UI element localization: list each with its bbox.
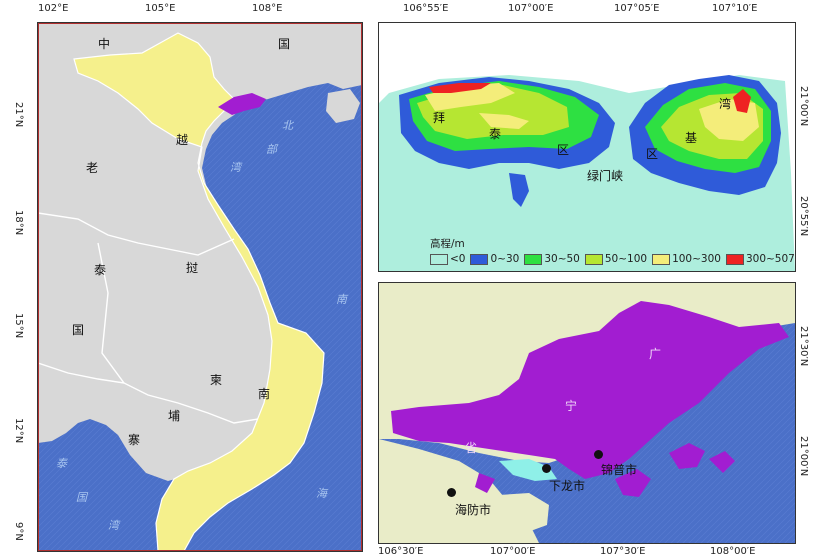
- lat-tick: 12°N: [13, 418, 24, 444]
- mainland-land: [38, 23, 362, 481]
- indochina-overview-map: 中 国 北 部 湾 越 老 泰 挝 国 柬 南 埔 寨 南 海 泰 国 湾: [37, 22, 363, 552]
- label-beibu-1: 北: [282, 119, 293, 132]
- region-map-svg: [379, 283, 795, 543]
- lat-tick: 9°N: [13, 522, 24, 541]
- legend-label: 100~300: [672, 253, 721, 265]
- lon-tick: 106°55′E: [403, 3, 449, 14]
- label-scs-2: 海: [316, 487, 327, 500]
- label-vietnam-1: 越: [176, 133, 189, 147]
- legend-label: 50~100: [604, 253, 648, 265]
- lat-tick: 15°N: [13, 313, 24, 339]
- label-laos-2: 挝: [186, 261, 199, 275]
- label-laos-1: 老: [86, 161, 99, 175]
- legend-swatch: [584, 253, 603, 265]
- lon-tick: 105°E: [145, 3, 176, 14]
- legend-label: <0: [450, 253, 466, 265]
- legend-swatch: [652, 253, 671, 265]
- island-fragment: [615, 469, 651, 497]
- hainan-island: [326, 89, 360, 123]
- city-marker-haifang: [447, 488, 456, 497]
- lat-tick: 18°N: [13, 210, 24, 236]
- elev-100-300-west-b: [479, 113, 529, 129]
- legend-label: 300~507: [745, 253, 795, 265]
- lon-tick: 107°30′E: [600, 546, 646, 557]
- border-line: [38, 362, 125, 384]
- legend-swatch: [524, 253, 543, 265]
- label-xialong-city: 下龙市: [549, 479, 586, 493]
- label-ji: 基: [685, 131, 698, 145]
- label-cambodia-1: 柬: [210, 373, 223, 387]
- label-china-2: 国: [278, 37, 291, 51]
- label-qu-1: 区: [557, 143, 570, 157]
- lat-tick: 21°30′N: [798, 326, 809, 367]
- study-area-highlight: [218, 93, 266, 115]
- legend-title: 高程/m: [430, 238, 465, 250]
- lon-tick: 102°E: [38, 3, 69, 14]
- islet: [509, 173, 529, 207]
- label-gulf-3: 湾: [108, 519, 119, 532]
- label-vietnam-2: 南: [258, 387, 271, 401]
- lat-tick: 20°55′N: [798, 196, 809, 237]
- lon-tick: 108°00′E: [710, 546, 756, 557]
- lon-tick: 106°30′E: [378, 546, 424, 557]
- border-line: [38, 212, 235, 256]
- island-fragment: [709, 451, 735, 473]
- label-guang: 广: [649, 347, 662, 361]
- city-marker-xialong: [542, 464, 551, 473]
- legend-label: 30~50: [544, 253, 580, 265]
- lon-tick: 107°10′E: [712, 3, 758, 14]
- frame-outline: [38, 23, 362, 551]
- lon-tick: 107°00′E: [490, 546, 536, 557]
- legend-swatch: [470, 253, 489, 265]
- overview-map-svg: [38, 23, 362, 551]
- lon-tick: 107°00′E: [508, 3, 554, 14]
- label-jinpu-city: 锦普市: [601, 463, 638, 477]
- elevation-legend: 高程/m <0 0~30 30~50 50~100 100~300 300~50…: [430, 236, 798, 265]
- label-lvmen-strait: 绿门峡: [587, 169, 624, 183]
- elev-300-507-west: [429, 83, 491, 93]
- vietnam-land: [73, 32, 325, 551]
- elevation-map-svg: [379, 23, 795, 271]
- label-scs-1: 南: [336, 293, 347, 306]
- label-tai: 泰: [489, 127, 502, 141]
- label-gulf-1: 泰: [56, 457, 67, 470]
- island-fragment: [475, 473, 495, 493]
- quang-ninh-region-map: 广 宁 省 下龙市 锦普市 海防市: [378, 282, 796, 544]
- lon-tick: 107°05′E: [614, 3, 660, 14]
- label-haifang-city: 海防市: [455, 503, 492, 517]
- label-china-1: 中: [98, 37, 111, 51]
- label-cambodia-2: 埔: [168, 409, 181, 423]
- island-fragment: [669, 443, 705, 469]
- elevation-map: 拜 泰 区 区 基 湾 绿门峡: [378, 22, 796, 272]
- elev-300-507-east: [733, 89, 751, 113]
- label-qu-2: 区: [646, 147, 659, 161]
- catba-island: [499, 493, 549, 533]
- label-thailand-2: 国: [72, 323, 85, 337]
- label-ning: 宁: [565, 399, 578, 413]
- label-wan: 湾: [719, 97, 732, 111]
- legend-swatch: [725, 253, 744, 265]
- lat-tick: 21°00′N: [798, 436, 809, 477]
- city-marker-jinpu: [594, 450, 603, 459]
- label-gulf-2: 国: [76, 491, 87, 504]
- label-thailand-1: 泰: [94, 263, 107, 277]
- label-beibu-2: 部: [266, 143, 277, 156]
- lat-tick: 21°N: [13, 102, 24, 128]
- label-bai: 拜: [433, 111, 446, 125]
- legend-label: 0~30: [490, 253, 520, 265]
- lat-tick: 21°00′N: [798, 86, 809, 127]
- quang-ninh-province: [391, 301, 789, 479]
- label-beibu-3: 湾: [230, 161, 241, 174]
- legend-swatch: [430, 253, 448, 265]
- haiphong-land: [379, 439, 539, 543]
- lon-tick: 108°E: [252, 3, 283, 14]
- border-line: [97, 242, 259, 424]
- label-cambodia-3: 寨: [128, 433, 141, 447]
- label-sheng: 省: [465, 441, 478, 455]
